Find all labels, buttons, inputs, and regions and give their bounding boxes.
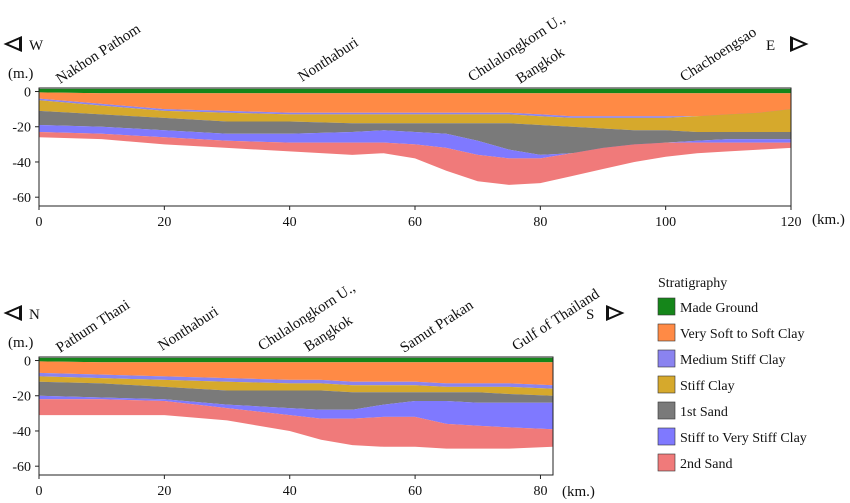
section-north-south-x-axis: 0 20 40 60 80	[36, 475, 547, 499]
x-tick-label: 100	[655, 215, 676, 230]
layer-stiff-to-very-stiff-clay	[39, 125, 791, 159]
west-arrow-outline-icon	[3, 36, 21, 52]
y-tick-label: -60	[12, 191, 31, 206]
legend-swatch	[657, 453, 676, 472]
x-tick-label: 20	[157, 215, 171, 230]
x-tick-label: 120	[781, 215, 802, 230]
x-tick-label: 40	[283, 484, 297, 499]
south-arrow-outline-icon	[607, 305, 625, 321]
section-west-east-y-axis: 0 -20 -40 -60	[12, 86, 39, 206]
layer-stiff-clay	[39, 376, 553, 396]
legend-label: 1st Sand	[680, 405, 728, 420]
depth-unit-label-2: (m.)	[8, 335, 33, 351]
x-tick-label: 80	[533, 215, 547, 230]
place-nakhon-pathom: Nakhon Pathom	[53, 21, 143, 87]
place-chachoengsao: Chachoengsao	[677, 24, 759, 85]
place-samut-prakan: Samut Prakan	[397, 297, 476, 356]
place-pathum-thani: Pathum Thani	[53, 297, 132, 356]
section-west-east-x-axis: 0 20 40 60 80 100 120	[36, 206, 802, 230]
legend-swatch	[657, 297, 676, 316]
x-tick-label: 0	[36, 215, 43, 230]
direction-north: N	[29, 307, 40, 323]
legend-label: Medium Stiff Clay	[680, 353, 786, 368]
legend-title: Stratigraphy	[658, 276, 727, 291]
y-tick-label: -60	[12, 460, 31, 475]
legend-label: Stiff to Very Stiff Clay	[680, 431, 807, 446]
layer-2nd-sand	[39, 132, 791, 185]
east-arrow-outline-icon	[791, 36, 809, 52]
section-north-south-frame	[38, 356, 554, 476]
x-tick-label: 60	[408, 215, 422, 230]
direction-south: S	[586, 307, 594, 323]
legend-swatch	[657, 427, 676, 446]
north-arrow-outline-icon	[3, 305, 21, 321]
section-north-south: 0 20 40 60 80 0 -20 -40 -60 N S (m.) (km.) Path…	[3, 280, 625, 500]
legend-swatch	[657, 401, 676, 420]
stratigraphy-legend: Stratigraphy Made Ground Very Soft to Sof…	[657, 276, 807, 472]
section-north-south-y-axis: 0 -20 -40 -60	[12, 355, 39, 475]
x-tick-label: 0	[36, 484, 43, 499]
distance-unit-label-2: (km.)	[562, 484, 595, 500]
y-tick-label: 0	[24, 355, 31, 370]
y-tick-label: -20	[12, 121, 31, 136]
y-tick-label: -40	[12, 425, 31, 440]
distance-unit-label: (km.)	[812, 212, 845, 228]
direction-west: W	[29, 38, 44, 54]
legend-label: Made Ground	[680, 301, 758, 316]
layer-2nd-sand	[39, 399, 553, 449]
direction-east: E	[766, 38, 775, 54]
section-west-east: 0 20 40 60 80 100 120 0 -20 -40 -60 W E (m.) (km.…	[3, 11, 845, 230]
x-tick-label: 40	[283, 215, 297, 230]
y-tick-label: -20	[12, 390, 31, 405]
x-tick-label: 60	[408, 484, 422, 499]
section-north-south-layers	[39, 357, 553, 449]
legend-label: Very Soft to Soft Clay	[680, 327, 804, 342]
layer-1st-sand	[39, 110, 791, 155]
x-tick-label: 80	[533, 484, 547, 499]
legend-swatch	[657, 349, 676, 368]
depth-unit-label: (m.)	[8, 66, 33, 82]
legend-swatch	[657, 323, 676, 342]
legend-label: Stiff Clay	[680, 379, 735, 394]
layer-stiff-to-very-stiff-clay	[39, 395, 553, 430]
section-west-east-layers	[39, 88, 791, 185]
place-nonthaburi-1: Nonthaburi	[295, 35, 361, 86]
layer-made-ground	[39, 357, 553, 363]
layer-very-soft-clay	[39, 92, 791, 117]
legend-items: Made Ground Very Soft to Soft Clay Medium …	[657, 297, 807, 472]
legend-label: 2nd Sand	[680, 457, 733, 472]
layer-made-ground	[39, 88, 791, 94]
place-nonthaburi-2: Nonthaburi	[155, 304, 221, 355]
y-tick-label: -40	[12, 156, 31, 171]
layer-medium-stiff-clay	[39, 372, 553, 389]
legend-swatch	[657, 375, 676, 394]
layer-1st-sand	[39, 381, 553, 410]
layer-very-soft-clay	[39, 361, 553, 386]
x-tick-label: 20	[157, 484, 171, 499]
y-tick-label: 0	[24, 86, 31, 101]
layer-stiff-clay	[39, 100, 791, 132]
